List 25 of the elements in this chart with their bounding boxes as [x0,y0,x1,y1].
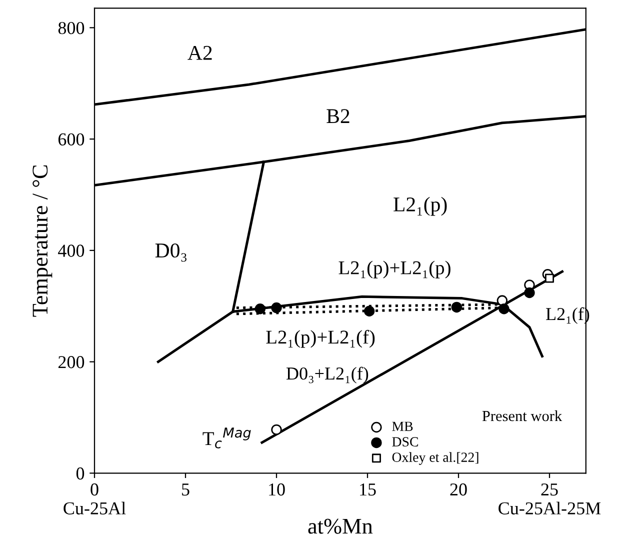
x-tick-label: 0 Cu-25Al [64,483,126,514]
y-tick-label: 0 [76,467,84,480]
legend-label: DSC [392,437,418,447]
y-tick-label: 600 [58,133,84,146]
annotation: Present work [482,410,562,422]
y-tick-label: 200 [58,356,84,368]
x-tick-label: 5 [182,484,190,496]
y-axis-title: Temperature / °C [32,165,52,317]
x-tick-label: 20 [450,483,467,496]
x-tick-label: 25 Cu-25Al-25M [498,483,601,514]
annotation: D0₃ [155,243,186,262]
legend-label: Oxley et al.[22] [392,452,478,465]
annotation: B2 [326,109,350,124]
y-tick-label: 400 [58,244,84,257]
annotation: A2 [188,46,212,60]
x-tick-label: 10 [269,483,285,496]
annotation: D0₃+L2₁(f) [286,366,368,384]
x-tick-label: 15 [360,483,376,496]
annotation: L2₁(p) [394,196,447,216]
legend-label: MB [392,422,413,431]
annotation: T$_{c}$$^{Mag}$ [202,428,251,448]
annotation: L2₁(p)+L2₁(p) [338,260,450,278]
x-axis-title: at%Mn [308,518,373,534]
annotation: L2₁(p)+L2₁(f) [266,330,375,348]
y-tick-label: 800 [58,22,84,34]
